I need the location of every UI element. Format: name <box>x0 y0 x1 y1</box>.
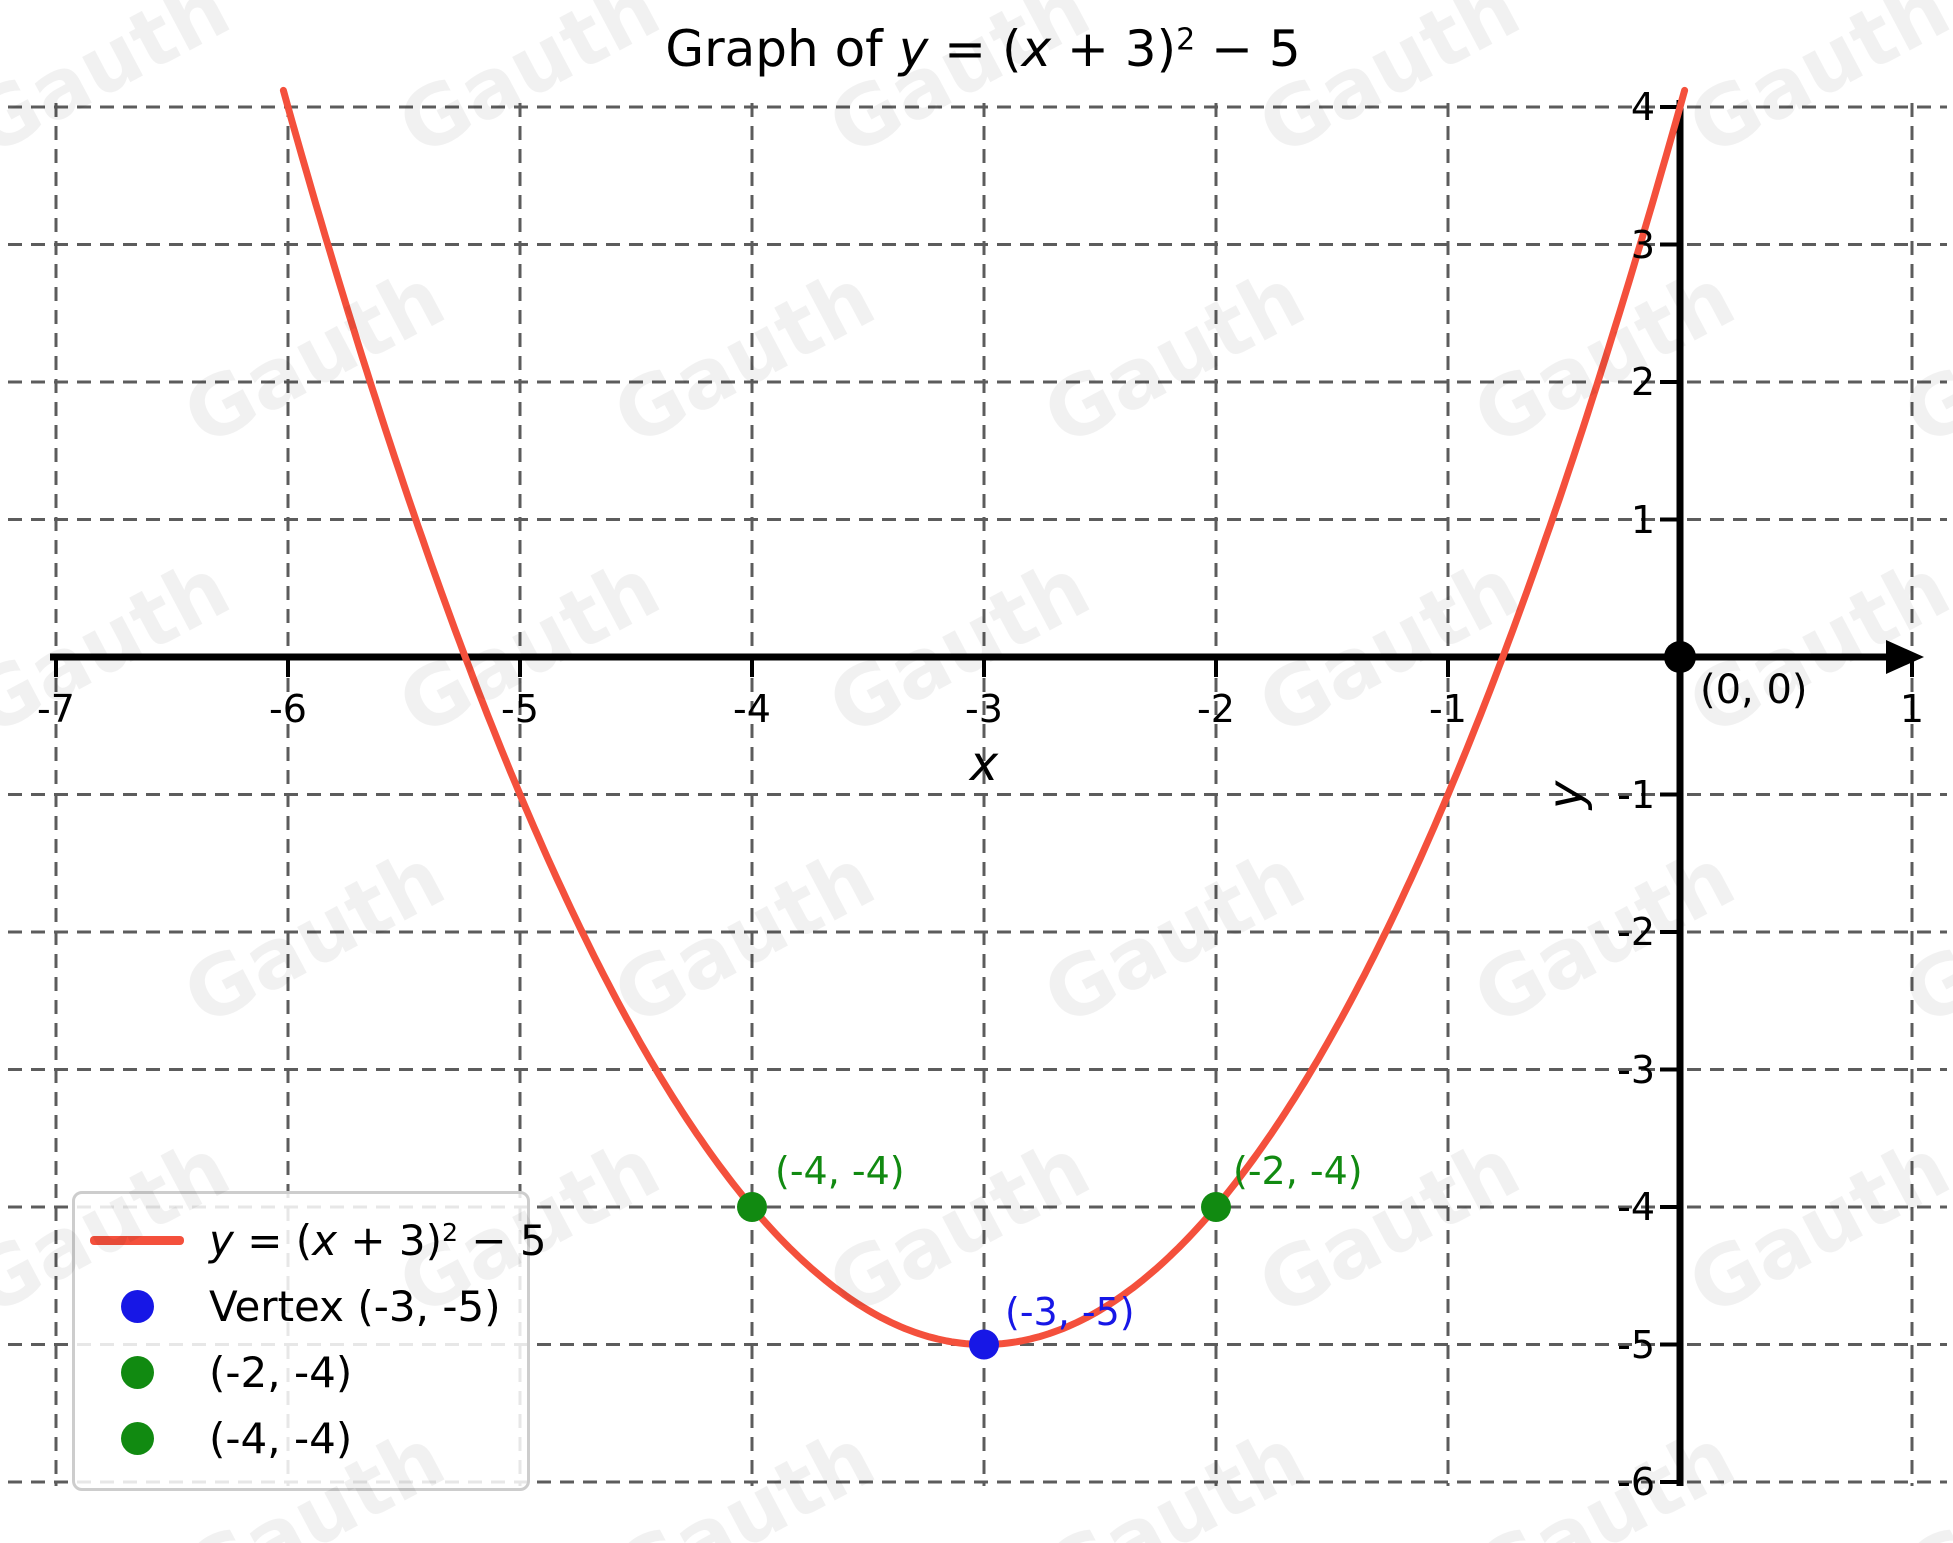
data-point <box>737 1192 767 1222</box>
y-tick-label: -5 <box>1617 1322 1655 1367</box>
label-origin: (0, 0) <box>1700 667 1808 713</box>
x-tick-label: -5 <box>501 687 539 731</box>
title-eq: = ( <box>928 20 1022 78</box>
y-tick-label: -2 <box>1617 910 1655 954</box>
legend-item-vertex: Vertex (-3, -5) <box>87 1274 515 1338</box>
x-tick-label: -3 <box>965 687 1003 731</box>
legend-point-dot <box>120 1355 154 1389</box>
legend-item-point-minus4: (-4, -4) <box>87 1406 515 1470</box>
x-tick-label: -1 <box>1429 687 1467 731</box>
x-tick-label: -7 <box>37 687 75 731</box>
y-tick-label: 4 <box>1630 85 1655 129</box>
x-tick-label: -6 <box>269 687 307 731</box>
origin-point <box>1664 641 1696 673</box>
title-prefix: Graph of <box>665 20 899 78</box>
legend-vertex-dot <box>120 1289 154 1323</box>
x-tick-label: -4 <box>733 687 771 731</box>
x-tick-label: -2 <box>1197 687 1235 731</box>
y-tick-label: -6 <box>1617 1460 1655 1504</box>
x-tick-label: 1 <box>1899 687 1925 731</box>
y-tick-label: -1 <box>1617 772 1655 817</box>
legend-item-curve: y = (x + 3)2 − 5 <box>87 1208 547 1272</box>
data-point <box>1201 1192 1231 1222</box>
title-exponent: 2 <box>1176 22 1196 58</box>
title-var-y: y <box>898 20 929 78</box>
legend-point-label: (-2, -4) <box>209 1347 353 1397</box>
legend-point-dot <box>120 1421 154 1455</box>
legend-point-label: (-4, -4) <box>209 1413 353 1463</box>
legend-curve-label: y = (x + 3)2 − 5 <box>209 1215 547 1265</box>
legend-item-point-minus2: (-2, -4) <box>87 1340 515 1404</box>
label-point-minus2: (-2, -4) <box>1233 1149 1363 1193</box>
legend-vertex-label: Vertex (-3, -5) <box>209 1281 501 1331</box>
chart-title: Graph of y = (x + 3)2 − 5 <box>483 20 1483 78</box>
legend-line-swatch <box>90 1235 184 1245</box>
vertex-point <box>969 1329 999 1360</box>
y-tick-label: 3 <box>1630 222 1655 267</box>
legend-box: y = (x + 3)2 − 5 Vertex (-3, -5) (-2, -4… <box>72 1191 547 1491</box>
y-tick-label: -4 <box>1617 1185 1655 1229</box>
label-point-minus4: (-4, -4) <box>775 1149 905 1193</box>
title-var-x: x <box>1021 20 1052 78</box>
title-rest: + 3) <box>1051 20 1177 78</box>
y-tick-label: -3 <box>1617 1047 1655 1092</box>
y-tick-label: 2 <box>1630 360 1655 404</box>
title-tail: − 5 <box>1195 20 1301 78</box>
x-axis-label: x <box>969 736 999 792</box>
x-axis-arrowhead <box>1886 640 1924 674</box>
y-tick-label: 1 <box>1630 497 1655 542</box>
label-vertex: (-3, -5) <box>1005 1289 1135 1334</box>
